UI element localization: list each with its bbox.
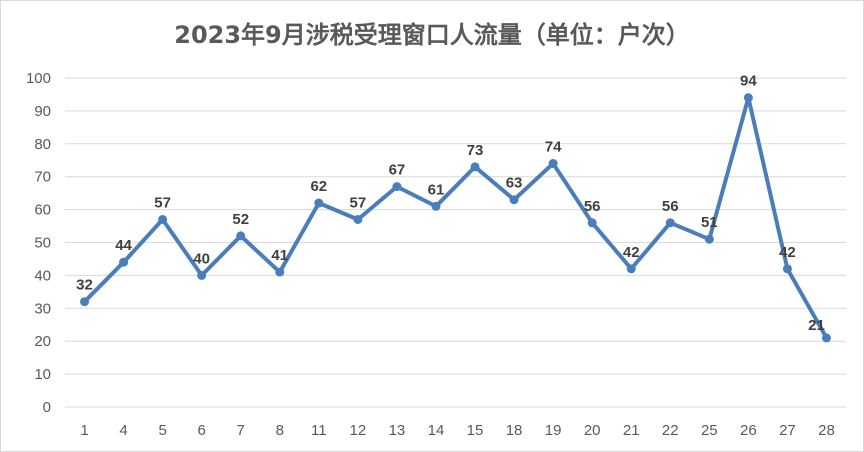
x-tick-label: 18	[506, 422, 523, 439]
data-point	[392, 182, 402, 192]
data-point	[821, 333, 831, 343]
y-tick-label: 90	[34, 103, 51, 120]
data-point	[431, 201, 441, 211]
data-label: 74	[545, 139, 562, 156]
x-tick-label: 1	[80, 422, 88, 439]
data-label: 57	[350, 194, 367, 211]
data-label: 61	[428, 181, 445, 198]
data-label: 41	[271, 247, 288, 264]
series-line	[82, 95, 829, 340]
data-point	[704, 234, 714, 244]
x-tick-label: 6	[198, 422, 206, 439]
x-tick-label: 7	[237, 422, 245, 439]
y-tick-label: 30	[34, 300, 51, 317]
x-tick-label: 20	[584, 422, 601, 439]
chart-title: 2023年9月涉税受理窗口人流量（单位：户次）	[174, 21, 690, 49]
data-label: 32	[76, 277, 93, 294]
y-tick-label: 70	[34, 169, 51, 186]
x-tick-label: 22	[662, 422, 679, 439]
y-tick-label: 100	[26, 70, 51, 87]
x-tick-label: 12	[350, 422, 367, 439]
data-label: 42	[623, 244, 640, 261]
data-label: 52	[232, 211, 249, 228]
data-label: 56	[662, 198, 679, 215]
x-tick-label: 19	[545, 422, 562, 439]
x-tick-label: 4	[119, 422, 127, 439]
x-tick-label: 13	[389, 422, 406, 439]
data-point	[470, 162, 480, 172]
data-label: 94	[740, 73, 757, 90]
x-tick-label: 5	[158, 422, 166, 439]
data-point	[236, 231, 246, 241]
x-tick-label: 26	[740, 422, 757, 439]
data-label: 42	[779, 244, 796, 261]
data-point	[587, 218, 597, 228]
data-point	[743, 93, 753, 103]
data-label: 40	[193, 250, 210, 267]
x-tick-label: 11	[311, 422, 327, 439]
data-point	[509, 195, 519, 205]
data-point	[275, 267, 285, 277]
data-point	[314, 198, 324, 208]
y-tick-label: 60	[34, 202, 51, 219]
data-point	[80, 297, 90, 307]
data-label: 63	[506, 175, 523, 192]
data-point	[353, 214, 363, 224]
x-tick-label: 25	[701, 422, 718, 439]
data-label: 56	[584, 198, 601, 215]
y-tick-label: 80	[34, 136, 51, 153]
data-point	[158, 214, 168, 224]
y-tick-label: 50	[34, 235, 51, 252]
y-tick-label: 20	[34, 333, 51, 350]
x-tick-label: 8	[276, 422, 284, 439]
x-tick-label: 21	[623, 422, 640, 439]
x-tick-label: 15	[467, 422, 484, 439]
data-point	[119, 257, 129, 267]
y-tick-label: 10	[34, 366, 51, 383]
data-label: 51	[701, 214, 718, 231]
y-tick-label: 40	[34, 267, 51, 284]
data-label: 67	[389, 162, 406, 179]
x-tick-label: 28	[818, 422, 835, 439]
data-label: 57	[154, 194, 171, 211]
data-point	[197, 270, 207, 280]
data-point	[626, 264, 636, 274]
data-label: 21	[808, 317, 825, 334]
data-label: 62	[310, 178, 327, 195]
data-label: 44	[115, 237, 132, 254]
y-tick-label: 0	[43, 399, 51, 416]
x-tick-label: 14	[428, 422, 445, 439]
x-tick-label: 27	[779, 422, 796, 439]
data-point	[548, 159, 558, 169]
data-point	[665, 218, 675, 228]
data-point	[782, 264, 792, 274]
data-label: 73	[467, 142, 484, 159]
